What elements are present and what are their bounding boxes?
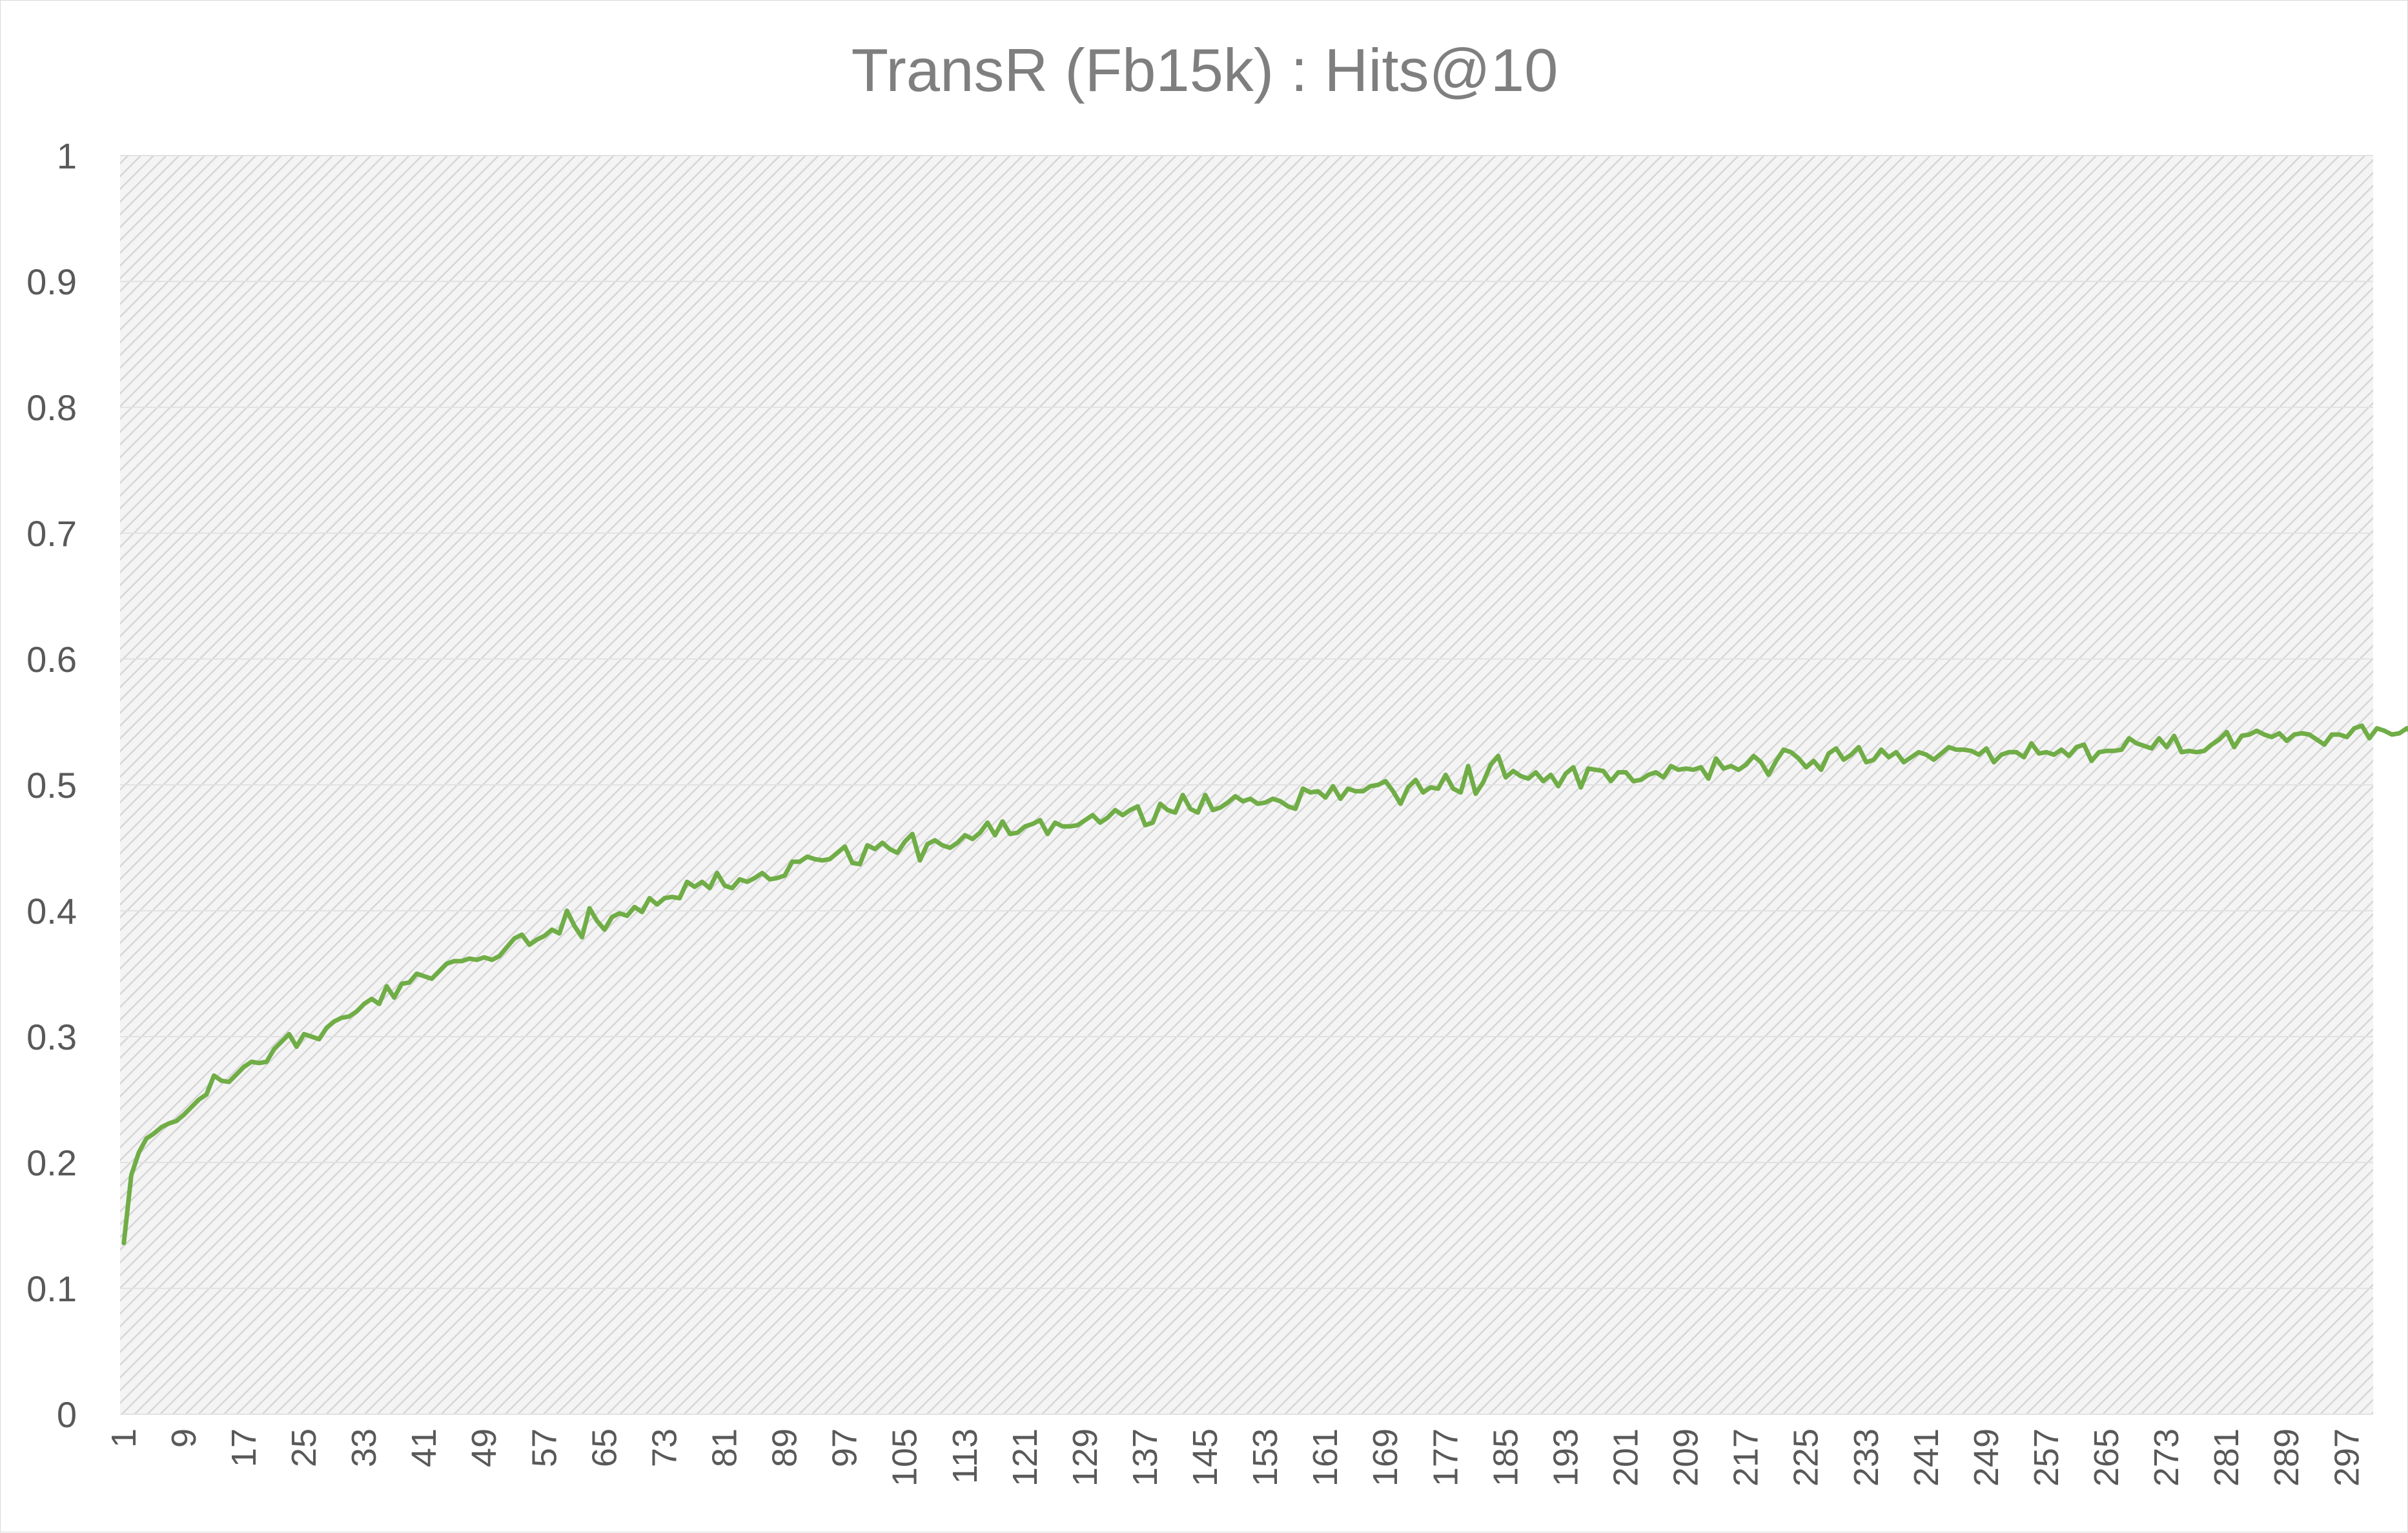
x-tick-label: 273 — [2147, 1428, 2186, 1487]
x-tick-label: 137 — [1126, 1428, 1165, 1487]
y-tick-label: 0.1 — [26, 1268, 77, 1309]
y-tick-label: 0.9 — [26, 261, 77, 302]
x-tick-label: 41 — [405, 1428, 444, 1467]
x-tick-label: 25 — [285, 1428, 323, 1467]
x-tick-label: 17 — [225, 1428, 263, 1467]
x-tick-label: 169 — [1366, 1428, 1405, 1487]
y-tick-label: 0.3 — [26, 1017, 77, 1057]
x-tick-label: 81 — [705, 1428, 744, 1467]
y-tick-label: 0.6 — [26, 639, 77, 680]
x-tick-label: 281 — [2207, 1428, 2246, 1487]
x-axis-ticks: 1 9 17 25 33 41 49 57 65 73 81 89 97 105 113 121 129 137 1… — [105, 1428, 2366, 1487]
x-tick-label: 57 — [525, 1428, 564, 1467]
x-tick-label: 233 — [1847, 1428, 1886, 1487]
x-tick-label: 89 — [766, 1428, 804, 1467]
x-tick-label: 161 — [1306, 1428, 1345, 1487]
x-tick-label: 177 — [1426, 1428, 1465, 1487]
y-tick-label: 0.5 — [26, 765, 77, 806]
x-tick-label: 201 — [1606, 1428, 1645, 1487]
y-tick-label: 0.8 — [26, 387, 77, 428]
x-tick-label: 121 — [1006, 1428, 1045, 1487]
x-tick-label: 9 — [165, 1428, 203, 1448]
x-tick-label: 241 — [1907, 1428, 1946, 1487]
x-tick-label: 49 — [465, 1428, 504, 1467]
x-tick-label: 73 — [645, 1428, 684, 1467]
x-tick-label: 153 — [1246, 1428, 1285, 1487]
series-layer — [121, 723, 2408, 1246]
x-tick-label: 193 — [1546, 1428, 1585, 1487]
x-tick-label: 113 — [946, 1428, 985, 1484]
gridlines — [120, 155, 2373, 1415]
y-tick-label: 0.2 — [26, 1142, 77, 1183]
chart-title: TransR (Fb15k) : Hits@10 — [852, 36, 1558, 104]
y-tick-label: 0.4 — [26, 891, 77, 931]
x-tick-label: 225 — [1787, 1428, 1826, 1487]
y-tick-label: 0 — [57, 1394, 77, 1435]
x-tick-label: 65 — [585, 1428, 624, 1467]
x-tick-label: 97 — [826, 1428, 864, 1467]
x-tick-label: 185 — [1486, 1428, 1525, 1487]
x-tick-label: 249 — [1967, 1428, 2006, 1487]
y-axis-ticks: 0 0.1 0.2 0.3 0.4 0.5 0.6 0.7 0.8 0.9 1 — [26, 136, 77, 1435]
x-tick-label: 145 — [1186, 1428, 1225, 1487]
x-tick-label: 129 — [1066, 1428, 1105, 1487]
series-line-0 — [121, 723, 2408, 1246]
x-tick-label: 105 — [886, 1428, 924, 1487]
x-tick-label: 289 — [2267, 1428, 2306, 1487]
x-tick-label: 217 — [1727, 1428, 1766, 1487]
x-tick-label: 257 — [2027, 1428, 2066, 1487]
x-tick-label: 265 — [2087, 1428, 2126, 1487]
x-tick-label: 33 — [345, 1428, 383, 1467]
x-tick-label: 209 — [1667, 1428, 1706, 1487]
x-tick-label: 297 — [2327, 1428, 2366, 1487]
x-tick-label: 1 — [105, 1428, 143, 1448]
y-tick-label: 1 — [57, 136, 77, 176]
y-tick-label: 0.7 — [26, 513, 77, 554]
